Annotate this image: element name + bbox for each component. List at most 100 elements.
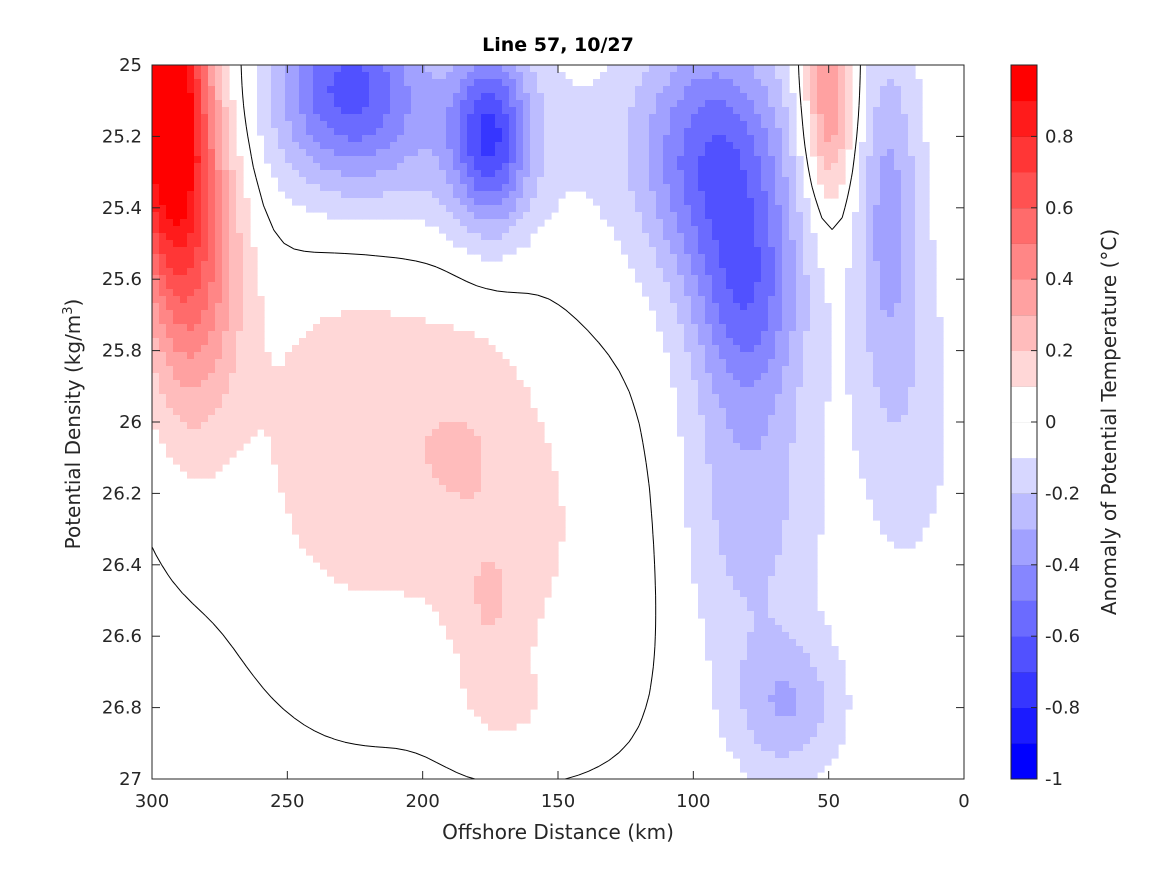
contour-cell	[425, 471, 433, 479]
contour-cell	[754, 646, 762, 654]
contour-cell	[327, 429, 335, 437]
contour-cell	[677, 275, 685, 283]
contour-cell	[740, 240, 748, 248]
contour-cell	[481, 674, 489, 682]
contour-cell	[327, 212, 335, 220]
contour-cell	[418, 338, 426, 346]
contour-cell	[509, 142, 517, 150]
contour-cell	[425, 597, 433, 605]
contour-cell	[467, 401, 475, 409]
contour-cell	[628, 121, 636, 129]
contour-cell	[691, 72, 699, 80]
contour-cell	[719, 394, 727, 402]
contour-cell	[376, 128, 384, 136]
contour-cell	[369, 142, 377, 150]
contour-cell	[292, 135, 300, 143]
contour-cell	[537, 436, 545, 444]
contour-cell	[397, 471, 405, 479]
contour-cell	[474, 709, 482, 717]
contour-cell	[432, 429, 440, 437]
contour-cell	[243, 422, 251, 430]
contour-cell	[726, 114, 734, 122]
contour-cell	[712, 688, 720, 696]
contour-cell	[523, 450, 531, 458]
contour-cell	[271, 149, 279, 157]
contour-cell	[649, 72, 657, 80]
contour-cell	[376, 177, 384, 185]
contour-cell	[376, 380, 384, 388]
contour-cell	[180, 261, 188, 269]
contour-cell	[677, 352, 685, 360]
contour-cell	[523, 506, 531, 514]
contour-cell	[222, 317, 230, 325]
contour-cell	[558, 135, 566, 143]
contour-cell	[761, 765, 769, 773]
contour-cell	[215, 380, 223, 388]
contour-cell	[481, 625, 489, 633]
contour-cell	[747, 590, 755, 598]
contour-cell	[474, 107, 482, 115]
contour-cell	[159, 240, 167, 248]
contour-cell	[516, 422, 524, 430]
contour-cell	[754, 205, 762, 213]
contour-cell	[369, 450, 377, 458]
contour-cell	[292, 499, 300, 507]
contour-cell	[740, 660, 748, 668]
contour-cell	[642, 198, 650, 206]
contour-cell	[432, 65, 440, 73]
contour-cell	[740, 380, 748, 388]
contour-cell	[376, 366, 384, 374]
contour-cell	[411, 464, 419, 472]
contour-cell	[397, 205, 405, 213]
contour-cell	[159, 345, 167, 353]
contour-cell	[495, 583, 503, 591]
contour-cell	[502, 79, 510, 87]
contour-cell	[733, 709, 741, 717]
contour-cell	[187, 79, 195, 87]
contour-cell	[635, 142, 643, 150]
contour-cell	[173, 359, 181, 367]
contour-cell	[523, 499, 531, 507]
contour-cell	[411, 324, 419, 332]
contour-cell	[243, 219, 251, 227]
contour-cell	[236, 198, 244, 206]
contour-cell	[481, 79, 489, 87]
contour-cell	[187, 352, 195, 360]
contour-cell	[530, 681, 538, 689]
contour-cell	[348, 422, 356, 430]
contour-cell	[677, 121, 685, 129]
contour-cell	[719, 583, 727, 591]
contour-cell	[516, 548, 524, 556]
contour-cell	[747, 401, 755, 409]
contour-cell	[201, 114, 209, 122]
contour-cell	[754, 240, 762, 248]
contour-cell	[376, 457, 384, 465]
contour-cell	[152, 114, 160, 122]
contour-cell	[467, 513, 475, 521]
contour-cell	[411, 352, 419, 360]
contour-cell	[509, 590, 517, 598]
contour-cell	[649, 79, 657, 87]
contour-cell	[698, 247, 706, 255]
contour-cell	[383, 555, 391, 563]
contour-cell	[439, 471, 447, 479]
contour-cell	[369, 562, 377, 570]
contour-cell	[719, 569, 727, 577]
contour-cell	[684, 198, 692, 206]
contour-cell	[537, 569, 545, 577]
contour-cell	[278, 457, 286, 465]
contour-cell	[166, 408, 174, 416]
contour-cell	[712, 555, 720, 563]
contour-cell	[649, 289, 657, 297]
contour-cell	[215, 156, 223, 164]
contour-cell	[180, 436, 188, 444]
contour-cell	[320, 198, 328, 206]
contour-cell	[474, 611, 482, 619]
contour-cell	[572, 177, 580, 185]
contour-cell	[376, 485, 384, 493]
contour-cell	[383, 541, 391, 549]
contour-cell	[222, 219, 230, 227]
contour-cell	[740, 702, 748, 710]
contour-cell	[705, 590, 713, 598]
contour-cell	[705, 86, 713, 94]
